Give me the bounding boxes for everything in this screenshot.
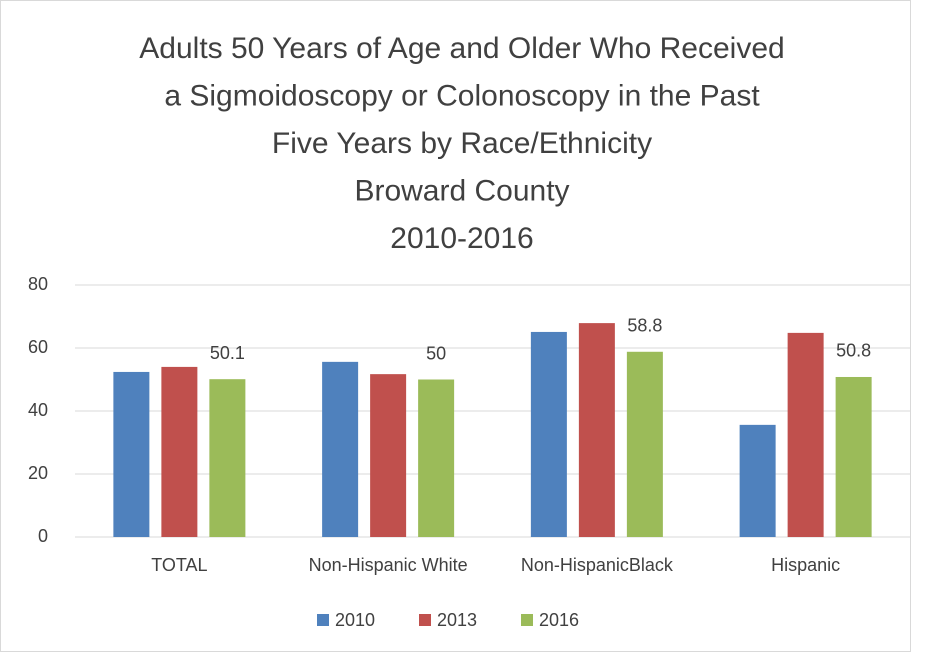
y-tick-label: 60 <box>28 337 48 357</box>
y-tick-label: 80 <box>28 274 48 294</box>
bar <box>578 323 615 537</box>
bar <box>787 332 824 537</box>
legend-swatch <box>317 614 329 626</box>
chart-title: a Sigmoidoscopy or Colonoscopy in the Pa… <box>164 79 760 112</box>
chart-title: Adults 50 Years of Age and Older Who Rec… <box>139 32 784 65</box>
y-tick-label: 40 <box>28 400 48 420</box>
bar <box>161 366 198 537</box>
bar <box>322 361 359 537</box>
y-tick-label: 0 <box>38 526 48 546</box>
bar <box>835 376 872 537</box>
x-tick-label: Hispanic <box>771 555 840 575</box>
bar <box>626 351 663 537</box>
chart-title: 2010-2016 <box>390 222 533 255</box>
x-tick-label: Non-Hispanic White <box>309 555 468 575</box>
bar <box>209 379 246 537</box>
data-label: 58.8 <box>627 316 662 336</box>
bar <box>530 331 567 537</box>
legend-label: 2016 <box>539 610 579 630</box>
bar <box>418 379 455 537</box>
y-tick-label: 20 <box>28 463 48 483</box>
x-tick-label: TOTAL <box>151 555 207 575</box>
bar <box>739 424 776 537</box>
legend-swatch <box>419 614 431 626</box>
chart-title: Broward County <box>354 174 569 207</box>
legend-label: 2013 <box>437 610 477 630</box>
legend-swatch <box>521 614 533 626</box>
bar <box>370 374 407 537</box>
legend-label: 2010 <box>335 610 375 630</box>
data-label: 50.8 <box>836 341 871 361</box>
x-tick-label: Non-HispanicBlack <box>521 555 674 575</box>
chart-title: Five Years by Race/Ethnicity <box>272 127 652 160</box>
bar <box>113 371 150 537</box>
data-label: 50 <box>426 343 446 363</box>
data-label: 50.1 <box>210 343 245 363</box>
